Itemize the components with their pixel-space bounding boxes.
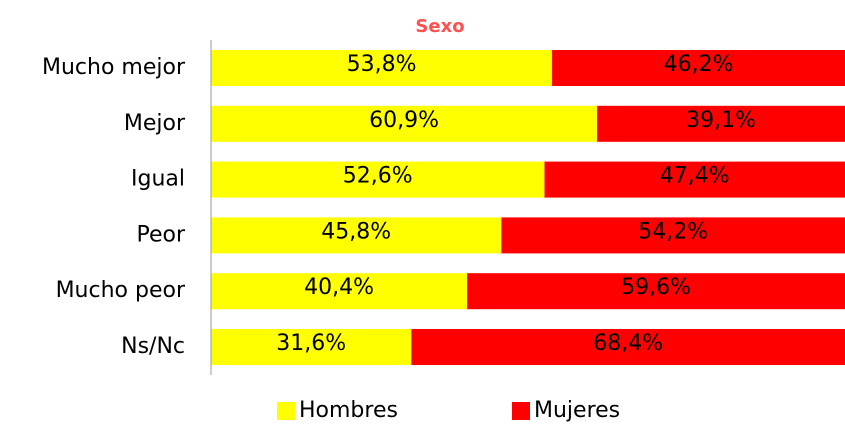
bar-segment	[544, 161, 845, 198]
y-tick-label: Mucho mejor	[42, 55, 186, 80]
y-tick-label: Mejor	[124, 111, 186, 136]
y-tick-label: Peor	[136, 222, 185, 247]
legend-swatch	[512, 402, 530, 420]
data-label: 59,6%	[621, 275, 691, 300]
bar-segment	[211, 217, 502, 254]
data-label: 54,2%	[638, 219, 708, 244]
legend-label: Hombres	[299, 398, 398, 423]
data-label: 31,6%	[276, 331, 346, 356]
data-label: 45,8%	[321, 219, 391, 244]
bar-segment	[211, 329, 412, 365]
data-label: 53,8%	[347, 52, 417, 77]
data-label: 39,1%	[686, 108, 756, 133]
bar-segment	[552, 50, 845, 86]
data-label: 60,9%	[369, 108, 439, 133]
bar-segment	[597, 105, 845, 142]
bar-segment	[211, 161, 545, 198]
data-label: 46,2%	[664, 52, 734, 77]
bar-segment	[211, 50, 553, 86]
chart-title: Sexo	[415, 16, 464, 37]
bar-segment	[501, 217, 845, 254]
y-tick-label: Mucho peor	[56, 278, 186, 303]
bar-segment	[211, 105, 598, 142]
data-label: 68,4%	[593, 331, 663, 356]
data-label: 47,4%	[660, 164, 730, 189]
bar-segment	[467, 273, 845, 310]
bar-segment	[411, 329, 845, 365]
data-label: 40,4%	[304, 275, 374, 300]
y-tick-label: Ns/Nc	[121, 334, 185, 359]
bar-segment	[211, 273, 468, 310]
data-label: 52,6%	[343, 164, 413, 189]
legend-swatch	[277, 402, 295, 420]
legend-label: Mujeres	[534, 398, 620, 423]
y-tick-label: Igual	[131, 167, 185, 192]
